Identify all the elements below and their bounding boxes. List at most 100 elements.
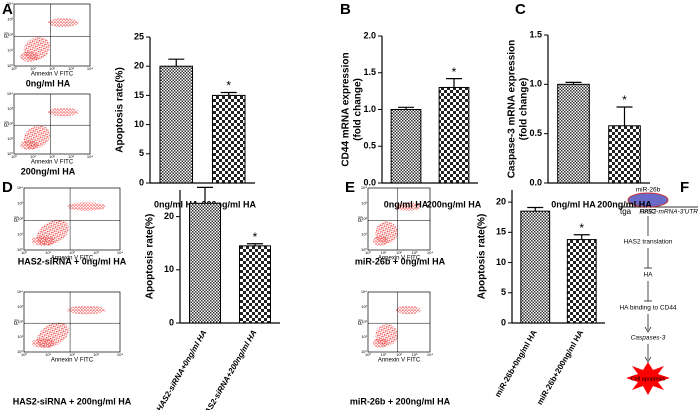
cell-cloud <box>67 305 106 315</box>
flow-tick-label: 10³ <box>17 304 23 309</box>
step-label: HA <box>643 272 653 279</box>
bar <box>438 86 470 184</box>
cell-cloud <box>20 51 39 62</box>
bar <box>520 210 551 324</box>
cell-cloud <box>395 305 421 315</box>
significance-mark: * <box>226 79 231 93</box>
flow-tick-label: 10² <box>17 319 23 324</box>
bar <box>566 239 597 324</box>
x-tick-label: HAS2-siRNA+0ng/ml HA <box>155 328 209 410</box>
error-bar <box>168 58 185 67</box>
flow-tick-label: 10⁴ <box>117 352 123 357</box>
bar <box>390 109 422 184</box>
utr-label: HAS2-mRNA-3'UTR <box>639 209 698 216</box>
error-bar <box>446 78 462 88</box>
flow-tick-label: 10⁰ <box>17 247 23 252</box>
error-bar <box>616 106 633 126</box>
y-tick-label: 20 <box>496 196 506 206</box>
y-tick-label: 0 <box>169 317 174 327</box>
flow-tick-label: 10¹ <box>17 334 23 339</box>
y-axis-label: Caspase-3 mRNA expression <box>507 40 518 179</box>
flow-tick-label: 10² <box>7 32 13 37</box>
flow-tick-label: 10⁰ <box>21 352 27 357</box>
flow-tick-label: 10¹ <box>7 136 13 141</box>
flow-tick-label: 10⁴ <box>17 185 23 190</box>
y-tick-label: 25 <box>134 31 144 41</box>
flow-tick-label: 10³ <box>7 17 13 22</box>
cell-cloud <box>48 18 79 27</box>
seed-label: tga <box>620 207 632 216</box>
flow-tick-label: 10² <box>361 319 367 324</box>
y-tick-label: 0.5 <box>529 128 542 138</box>
flow-y-label: PI <box>5 32 11 38</box>
y-tick-label: 1.5 <box>529 29 542 39</box>
flow-tick-label: 10¹ <box>45 250 51 255</box>
error-bar <box>398 106 414 110</box>
flow-tick-label: 10⁴ <box>361 185 367 190</box>
error-bar <box>197 186 213 204</box>
cell-cloud <box>31 235 55 246</box>
flow-tick-label: 10⁴ <box>17 289 23 294</box>
panel-label: D <box>2 179 13 196</box>
y-tick-label: 1.0 <box>529 79 542 89</box>
x-tick-label: 0ng/ml HA <box>154 199 199 209</box>
flow-tick-label: 10⁰ <box>361 247 367 252</box>
flow-tick-label: 10⁰ <box>11 154 17 159</box>
error-bar <box>527 206 544 212</box>
cell-cloud <box>20 140 39 150</box>
panel-label: B <box>340 1 351 18</box>
cell-cloud <box>372 338 388 348</box>
flow-tick-label: 10² <box>396 352 402 357</box>
panel-label: A <box>2 1 13 18</box>
flow-tick-label: 10¹ <box>361 334 367 339</box>
significance-mark: * <box>579 221 584 235</box>
flow-tick-label: 10³ <box>412 250 418 255</box>
flow-x-label: Annexin V FITC <box>31 160 74 166</box>
y-tick-label: 10 <box>134 119 144 129</box>
x-tick-label: HAS2-siRNA+200ng/ml HA <box>200 328 258 410</box>
flow-x-label: Annexin V FITC <box>378 256 421 262</box>
cell-cloud <box>48 107 79 117</box>
flow-tick-label: 10⁴ <box>87 154 93 159</box>
flow-caption: 0ng/ml HA <box>26 78 71 88</box>
y-axis-label: (fold change) <box>519 78 530 141</box>
y-axis-label: (fold change) <box>353 78 364 141</box>
error-bar <box>247 243 263 246</box>
flow-tick-label: 10⁴ <box>7 1 13 6</box>
significance-mark: * <box>622 93 627 107</box>
x-tick-label: miR-26b+0ng/ml HA <box>493 328 539 398</box>
flow-caption: HAS2-siRNA + 0ng/ml HA <box>18 256 127 266</box>
risc-complex <box>627 192 669 208</box>
y-tick-label: 5 <box>139 148 144 158</box>
flow-tick-label: 10³ <box>412 352 418 357</box>
risc-label: RISC <box>640 209 656 216</box>
flow-tick-label: 10¹ <box>7 48 13 53</box>
flow-tick-label: 10² <box>69 352 75 357</box>
x-tick-label: 200ng/ml HA <box>597 199 652 209</box>
flow-x-label: Annexin V FITC <box>31 72 74 78</box>
flow-x-label: Annexin V FITC <box>51 358 94 364</box>
y-axis-label: Apoptosis rate(%) <box>145 214 156 300</box>
flow-tick-label: 10⁰ <box>21 250 27 255</box>
x-tick-label: 200ng/ml HA <box>201 199 256 209</box>
flow-tick-label: 10³ <box>361 304 367 309</box>
flow-tick-label: 10¹ <box>30 154 36 159</box>
flow-tick-label: 10² <box>7 121 13 126</box>
y-tick-label: 15 <box>134 90 144 100</box>
flow-tick-label: 10⁰ <box>7 63 13 68</box>
x-tick-label: 0ng/ml HA <box>384 199 429 209</box>
y-tick-label: 0 <box>139 177 144 187</box>
flow-tick-label: 10² <box>17 216 23 221</box>
flow-tick-label: 10⁰ <box>365 352 371 357</box>
flow-tick-label: 10⁰ <box>7 151 13 156</box>
flow-tick-label: 10³ <box>7 106 13 111</box>
flow-tick-label: 10⁴ <box>361 289 367 294</box>
cell-cloud <box>67 202 106 211</box>
y-tick-label: 20 <box>134 61 144 71</box>
flow-tick-label: 10¹ <box>17 232 23 237</box>
bar <box>239 245 271 324</box>
flow-caption: miR-26b + 200ng/ml HA <box>350 396 451 406</box>
pathway-diagram: miR-26b RISC tga HAS2-mRNA-3'UTR HAS2 tr… <box>618 187 698 395</box>
flow-y-label: PI <box>5 121 11 127</box>
